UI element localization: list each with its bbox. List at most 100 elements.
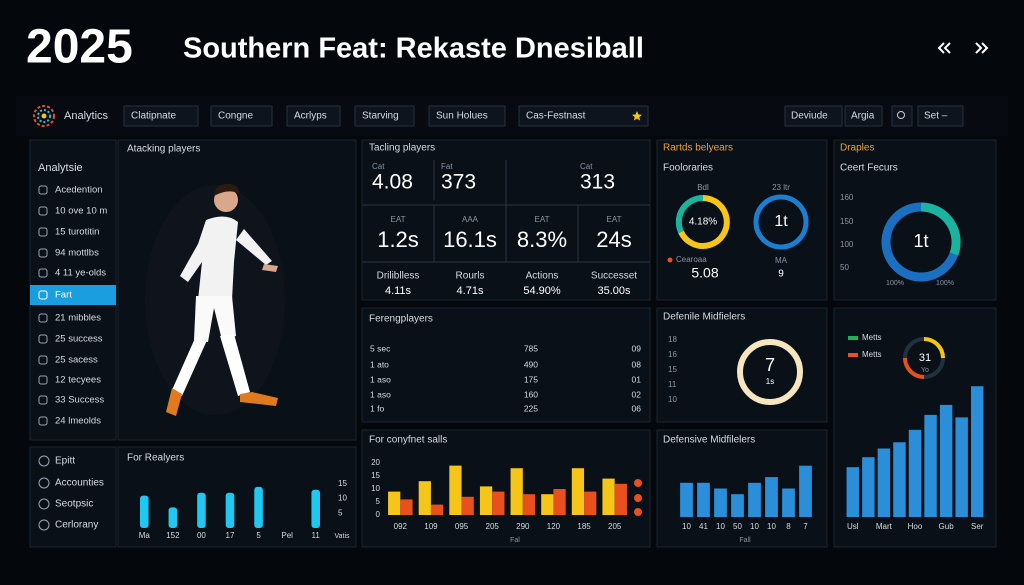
filter-box[interactable] bbox=[210, 105, 273, 127]
search-box[interactable] bbox=[891, 105, 913, 127]
bar bbox=[388, 491, 401, 515]
filter-box[interactable] bbox=[428, 105, 506, 127]
sidebar-item[interactable]: 4 11 ye-olds bbox=[55, 268, 106, 279]
bar bbox=[748, 482, 761, 517]
table-cell: 01 bbox=[632, 374, 642, 384]
panel-title: Defenile Midfielers bbox=[663, 312, 745, 323]
stat-value: 4.71s bbox=[457, 285, 484, 297]
panel-title: For Realyers bbox=[127, 453, 184, 464]
sidebar-item[interactable]: 21 mibbles bbox=[55, 313, 101, 324]
bar bbox=[140, 495, 149, 528]
stat-value: 313 bbox=[580, 171, 615, 194]
stat-label: Successet bbox=[591, 271, 637, 282]
bar bbox=[877, 448, 891, 517]
nav-box[interactable] bbox=[917, 105, 964, 127]
bar bbox=[449, 465, 462, 515]
filter[interactable]: Cas-Festnast bbox=[526, 111, 586, 122]
x-tick-label: Mart bbox=[876, 522, 893, 531]
pager[interactable] bbox=[937, 42, 989, 54]
item-icon bbox=[38, 248, 48, 258]
scale-label: 16 bbox=[668, 350, 677, 359]
filter-box[interactable] bbox=[354, 105, 415, 127]
item-icon bbox=[38, 334, 48, 344]
sidebar-item[interactable]: Acedention bbox=[55, 185, 103, 196]
item-icon bbox=[38, 290, 48, 300]
filter[interactable]: Acrlyps bbox=[294, 111, 327, 122]
stat-label: AAA bbox=[462, 215, 479, 224]
bar bbox=[492, 491, 505, 515]
sidebar-item[interactable]: Fart bbox=[55, 290, 72, 301]
panel-subtitle: Fooloraries bbox=[663, 163, 713, 174]
sidebar-item[interactable]: Epitt bbox=[55, 456, 75, 467]
filter[interactable]: Starving bbox=[362, 111, 399, 122]
item-icon bbox=[38, 519, 50, 531]
scale-label: 11 bbox=[668, 380, 677, 389]
bar bbox=[479, 486, 493, 515]
sidebar-item[interactable]: 10 ove 10 m bbox=[55, 206, 107, 217]
sidebar-item[interactable]: Seotpsic bbox=[55, 499, 93, 510]
bar bbox=[680, 482, 693, 517]
donut-label: 100% bbox=[936, 280, 954, 287]
stat-label: EAT bbox=[391, 215, 406, 224]
bar bbox=[939, 404, 953, 517]
item-icon bbox=[38, 227, 48, 237]
scale-label: 15 bbox=[668, 365, 677, 374]
panel-title: Atacking players bbox=[127, 144, 200, 155]
table-cell: 09 bbox=[632, 343, 642, 353]
nav-item[interactable]: Set – bbox=[924, 111, 948, 122]
sidebar-item[interactable]: 25 success bbox=[55, 334, 103, 345]
bar bbox=[584, 491, 597, 515]
x-tick-label: 5 bbox=[256, 531, 261, 540]
gauge-value: 7 bbox=[765, 355, 775, 375]
filter-box[interactable] bbox=[123, 105, 199, 127]
x-tick-label: 185 bbox=[577, 522, 591, 531]
nav-item[interactable]: Argia bbox=[851, 111, 875, 122]
legend-swatch bbox=[848, 353, 858, 357]
legend-label: Metts bbox=[862, 350, 882, 359]
filter[interactable]: Clatipnate bbox=[131, 111, 176, 122]
panel-title: Rartds belyears bbox=[663, 143, 733, 154]
nav-box[interactable] bbox=[844, 105, 883, 127]
bar bbox=[955, 417, 968, 517]
filter[interactable]: Sun Holues bbox=[436, 111, 488, 122]
item-icon bbox=[38, 375, 48, 385]
filter-box[interactable] bbox=[518, 105, 649, 127]
stat-label: Driliblless bbox=[377, 271, 420, 282]
sidebar-item[interactable]: 12 tecyees bbox=[55, 375, 101, 386]
search-icon bbox=[897, 111, 905, 119]
scale-label: 50 bbox=[840, 263, 849, 272]
table-cell: 490 bbox=[524, 359, 538, 369]
nav-item[interactable]: Deviude bbox=[791, 111, 828, 122]
sidebar-item[interactable]: 15 turotitin bbox=[55, 227, 99, 238]
table-cell: 1 aso bbox=[370, 374, 391, 384]
x-tick-label: Ma bbox=[139, 531, 151, 540]
bar bbox=[697, 482, 710, 517]
donut-3 bbox=[881, 202, 961, 282]
stat-label: Cat bbox=[580, 162, 593, 171]
sidebar-item[interactable]: 25 sacess bbox=[55, 355, 98, 366]
sidebar-item[interactable]: 94 mottlbs bbox=[55, 248, 99, 259]
x-tick-label: 41 bbox=[699, 522, 708, 531]
table-cell: 5 sec bbox=[370, 343, 391, 353]
donut-top: Bdl bbox=[697, 183, 709, 192]
bar bbox=[430, 504, 444, 515]
item-icon bbox=[38, 455, 50, 467]
legend-dot bbox=[667, 257, 673, 263]
x-tick-label: 092 bbox=[394, 522, 408, 531]
sidebar-title: Analytsie bbox=[38, 162, 83, 174]
nav-box[interactable] bbox=[784, 105, 843, 127]
bar bbox=[522, 494, 536, 515]
scale-label: 150 bbox=[840, 217, 854, 226]
y-tick-label: 10 bbox=[371, 484, 380, 493]
player bbox=[145, 183, 285, 416]
x-tick-label: 00 bbox=[197, 531, 206, 540]
stat-value: 16.1s bbox=[443, 227, 497, 252]
sidebar-item[interactable]: 33 Success bbox=[55, 395, 104, 406]
filter[interactable]: Congne bbox=[218, 111, 253, 122]
stat-value: 373 bbox=[441, 171, 476, 194]
filter-box[interactable] bbox=[286, 105, 341, 127]
sidebar-item[interactable]: Accounties bbox=[55, 478, 104, 489]
sidebar-item[interactable]: Cerlorany bbox=[55, 520, 98, 531]
donut-label: Yo bbox=[921, 367, 929, 374]
sidebar-item[interactable]: 24 lmeolds bbox=[55, 416, 101, 427]
